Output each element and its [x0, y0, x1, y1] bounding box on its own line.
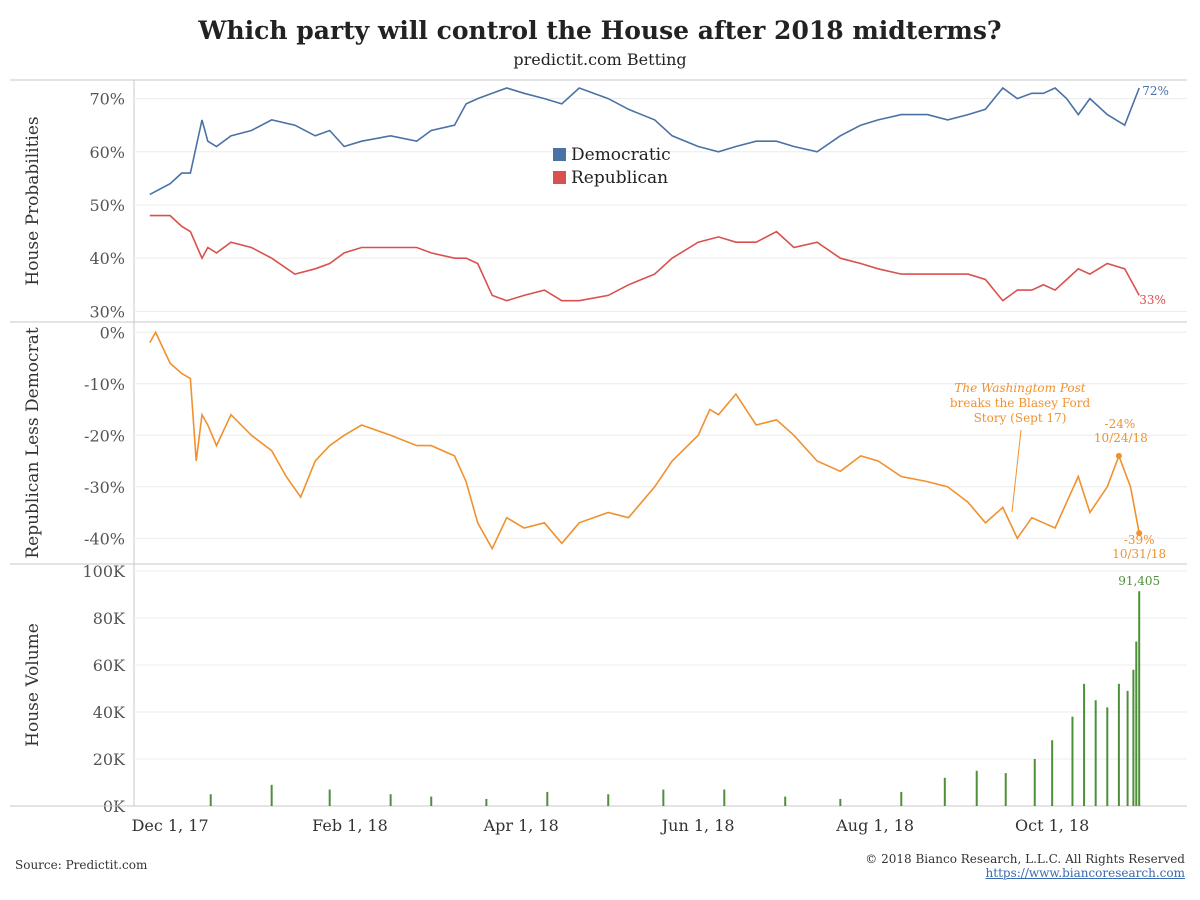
volume-bar	[209, 794, 212, 806]
copyright-text: © 2018 Bianco Research, L.L.C. All Right…	[865, 852, 1185, 866]
volume-bar	[975, 770, 978, 806]
y-tick-label: 20K	[93, 750, 126, 769]
y-tick-label: 60K	[93, 656, 126, 675]
y-tick-label: -20%	[84, 426, 125, 445]
y-tick-label: -10%	[84, 375, 125, 394]
chart-subtitle: predictit.com Betting	[513, 50, 687, 69]
volume-bar	[839, 798, 842, 806]
y-tick-label: 70%	[89, 90, 125, 109]
y-tick-label: 80K	[93, 609, 126, 628]
x-tick-label: Jun 1, 18	[660, 816, 735, 835]
volume-bar	[1083, 683, 1086, 806]
x-tick-label: Feb 1, 18	[312, 816, 388, 835]
y-tick-label: 40K	[93, 703, 126, 722]
volume-bar	[1094, 700, 1097, 806]
republican-end-label: 33%	[1139, 293, 1166, 307]
annotation-leader	[1011, 429, 1022, 513]
volume-bar	[723, 789, 726, 806]
volume-bar	[784, 796, 787, 806]
volume-bar	[1138, 591, 1141, 806]
volume-bar	[1106, 707, 1109, 806]
y-axis-title: House Volume	[23, 623, 43, 747]
volume-bar	[607, 794, 610, 806]
peak-marker	[1115, 452, 1122, 459]
volume-bar	[900, 791, 903, 806]
y-tick-label: 60%	[89, 143, 125, 162]
x-tick-label: Apr 1, 18	[483, 816, 559, 835]
end-value-label: -39%	[1124, 533, 1155, 547]
y-tick-label: 0%	[100, 323, 125, 342]
volume-bar	[662, 789, 665, 806]
volume-bar	[1117, 683, 1120, 806]
peak-value-label: -24%	[1105, 417, 1136, 431]
legend-swatch-0	[553, 148, 566, 161]
bianco-link[interactable]: https://www.biancoresearch.com	[985, 866, 1185, 880]
volume-bar	[270, 784, 273, 806]
volume-bar	[1051, 740, 1054, 806]
annotation-text: Story (Sept 17)	[974, 411, 1067, 425]
copyright-block: © 2018 Bianco Research, L.L.C. All Right…	[865, 852, 1185, 880]
democratic-line	[149, 86, 1140, 196]
volume-bar	[546, 791, 549, 806]
annotation-text: The Washingtom Post	[954, 381, 1085, 395]
legend-swatch-1	[553, 171, 566, 184]
end-marker	[1136, 530, 1143, 537]
y-tick-label: -40%	[84, 529, 125, 548]
democratic-end-label: 72%	[1142, 84, 1169, 98]
source-note: Source: Predictit.com	[15, 858, 148, 872]
annotation-text: breaks the Blasey Ford	[950, 396, 1091, 410]
y-axis-title: House Probabilities	[23, 116, 43, 285]
x-tick-label: Aug 1, 18	[835, 816, 914, 835]
end-date-label: 10/31/18	[1112, 547, 1166, 561]
x-tick-label: Dec 1, 17	[132, 816, 209, 835]
y-tick-label: 100K	[83, 562, 127, 581]
chart-title: Which party will control the House after…	[198, 16, 1002, 45]
republican-line	[149, 214, 1140, 302]
volume-bar	[1132, 669, 1135, 806]
volume-bar	[1033, 759, 1036, 806]
volume-last-label: 91,405	[1118, 574, 1160, 588]
volume-bar	[485, 798, 488, 806]
volume-bar	[1004, 773, 1007, 806]
spread-line	[149, 330, 1140, 551]
legend-label: Republican	[571, 168, 668, 188]
y-tick-label: 40%	[89, 249, 125, 268]
legend-label: Democratic	[571, 145, 671, 165]
y-axis-title: Republican Less Democrat	[23, 327, 43, 558]
volume-bar	[1135, 641, 1138, 806]
volume-bar	[430, 796, 433, 806]
volume-bar	[389, 794, 392, 806]
volume-bar	[1071, 716, 1074, 806]
x-tick-label: Oct 1, 18	[1015, 816, 1089, 835]
y-tick-label: -30%	[84, 478, 125, 497]
volume-bar	[328, 789, 331, 806]
peak-date-label: 10/24/18	[1094, 431, 1148, 445]
y-tick-label: 50%	[89, 196, 125, 215]
volume-bar	[943, 777, 946, 806]
volume-bar	[1126, 690, 1129, 806]
y-tick-label: 30%	[89, 302, 125, 321]
